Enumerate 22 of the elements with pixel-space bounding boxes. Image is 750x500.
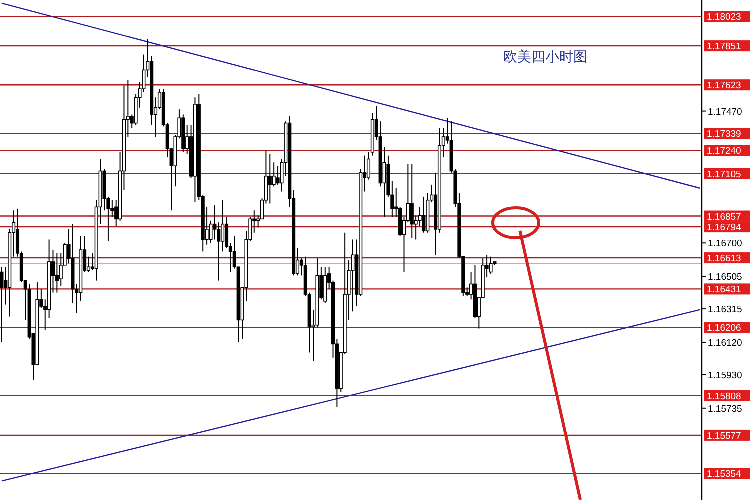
- ref-line-label: 1.17623: [707, 80, 742, 92]
- ref-line-label: 1.17105: [707, 169, 742, 180]
- ref-line-label: 1.17339: [707, 129, 742, 140]
- ref-line-label: 1.15808: [707, 391, 742, 402]
- ref-line-label: 1.16206: [707, 323, 742, 334]
- ref-line-label: 1.18023: [707, 12, 742, 24]
- y-tick-label: 1.15735: [708, 404, 742, 415]
- y-tick-label: 1.16315: [708, 304, 742, 316]
- text: 欧美四小时图: [503, 50, 588, 66]
- ref-line-label: 1.17851: [707, 42, 742, 53]
- ref-line-label: 1.16431: [707, 284, 742, 296]
- ref-line-label: 1.16857: [707, 212, 742, 223]
- y-tick-label: 1.16700: [708, 238, 742, 250]
- ref-line-label: 1.17240: [707, 146, 742, 158]
- y-tick-label: 1.16120: [708, 338, 742, 349]
- ref-line-label: 1.16794: [707, 222, 742, 234]
- y-tick-label: 1.17470: [708, 106, 742, 118]
- ref-line-label: 1.15577: [707, 430, 742, 442]
- ref-line-label: 1.16613: [707, 254, 742, 265]
- y-tick-label: 1.16505: [708, 272, 742, 284]
- ref-line-label: 1.15354: [707, 469, 742, 480]
- y-tick-label: 1.15930: [708, 370, 742, 382]
